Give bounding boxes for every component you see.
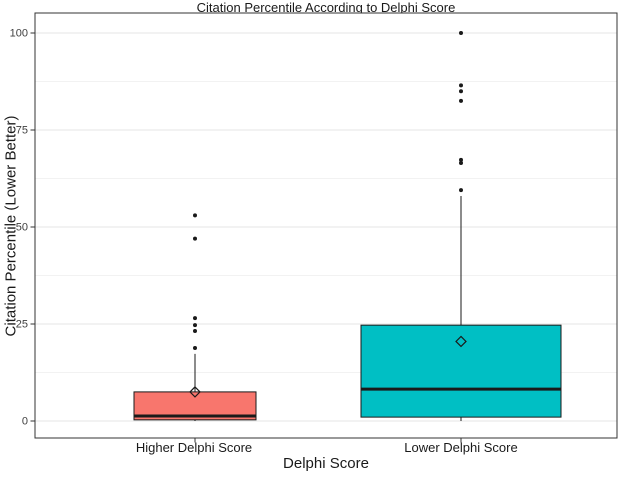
mean-diamond (455, 335, 467, 348)
outlier-point (193, 316, 197, 321)
boxplot-higher-delphi-score (133, 213, 257, 421)
y-axis-title: Citation Percentile (Lower Better) (2, 115, 20, 337)
outlier-point (193, 236, 197, 241)
mean-diamond (189, 386, 201, 398)
x-axis-title: Delphi Score (283, 455, 369, 472)
outlier-point (193, 213, 197, 218)
outlier-point (459, 160, 463, 165)
y-tick-label: 75 (16, 125, 28, 137)
x-tick-label-lower-delphi-score: Lower Delphi Score (404, 440, 518, 455)
y-tick-label: 50 (16, 222, 28, 234)
outlier-point (459, 83, 463, 88)
outlier-point (459, 89, 463, 94)
x-tick-label-higher-delphi-score: Higher Delphi Score (135, 440, 253, 455)
y-tick-label: 100 (10, 28, 28, 40)
outlier-point (193, 346, 197, 351)
outlier-point (459, 31, 463, 35)
y-tick-label: 0 (22, 416, 28, 428)
boxplot-lower-delphi-score (360, 31, 562, 421)
outlier-point (459, 98, 463, 103)
outlier-point (459, 188, 463, 193)
y-tick-label: 25 (16, 319, 28, 331)
iqr-box (360, 324, 562, 418)
chart-title: Citation Percentile According to Delphi … (196, 0, 456, 15)
outlier-point (459, 157, 463, 162)
outlier-point (193, 323, 197, 328)
outlier-point (193, 328, 197, 333)
panel-border (34, 12, 618, 439)
